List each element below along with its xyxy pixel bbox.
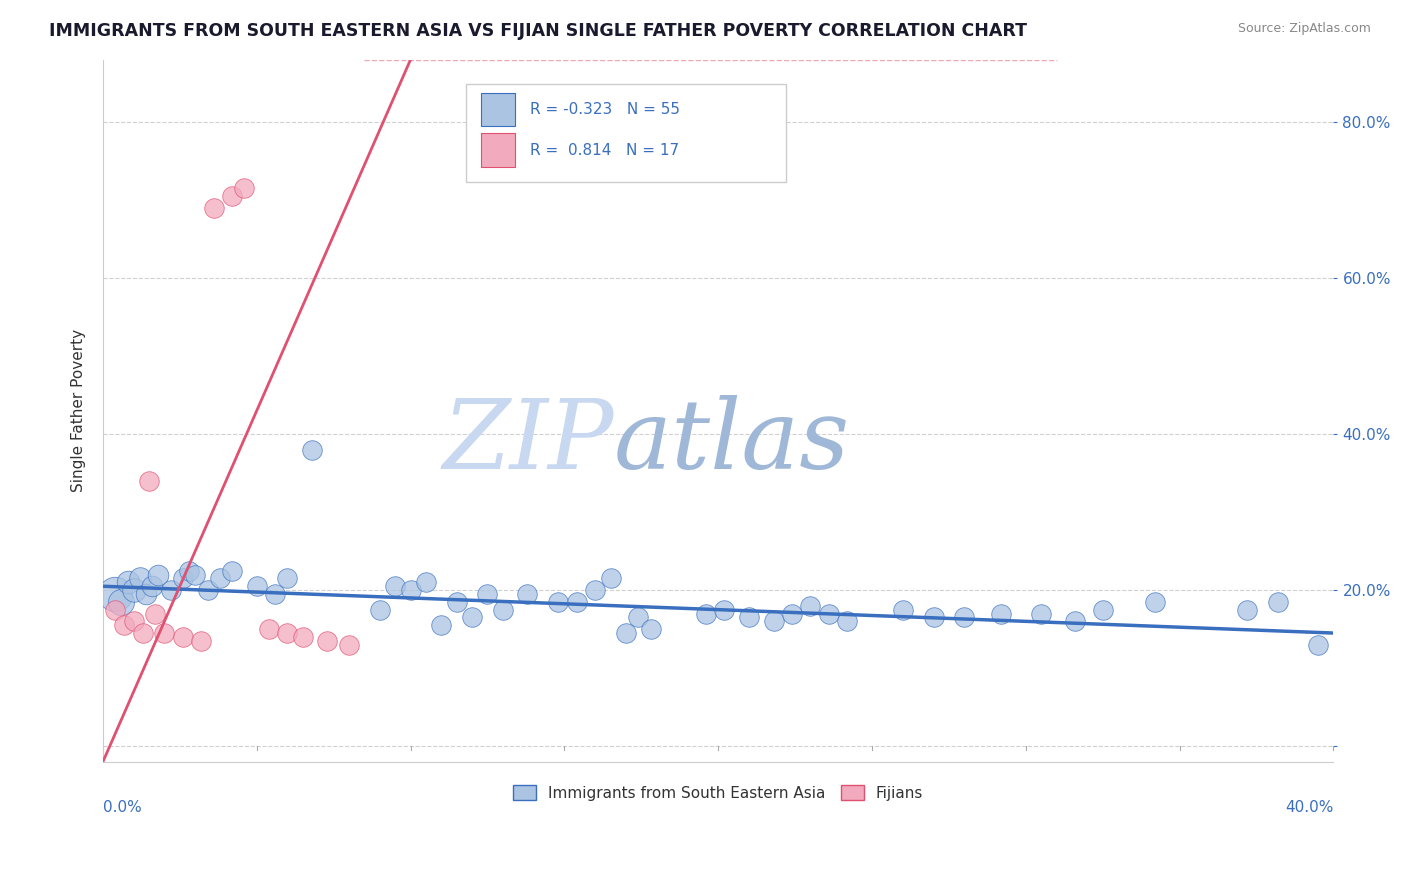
Point [1267,595,1289,609]
Point [780,607,803,621]
Point [128,571,150,585]
Point [1236,602,1258,616]
Point [599,571,621,585]
Point [148,567,170,582]
Point [399,583,422,598]
Point [1031,607,1053,621]
Point [172,571,194,585]
Point [159,583,181,598]
Point [990,607,1012,621]
Point [1306,638,1329,652]
Point [135,587,157,601]
Text: atlas: atlas [613,395,849,490]
Text: Source: ZipAtlas.com: Source: ZipAtlas.com [1237,22,1371,36]
Point [547,595,569,609]
Point [184,567,207,582]
FancyBboxPatch shape [465,84,786,183]
Point [208,571,231,585]
Point [953,610,976,624]
Point [257,622,280,636]
Point [276,626,298,640]
Point [276,571,298,585]
Point [143,607,166,621]
Bar [481,133,515,167]
Point [316,633,339,648]
Point [837,615,859,629]
Point [477,587,499,601]
Point [117,575,139,590]
Text: 40.0%: 40.0% [1285,800,1333,815]
Point [368,602,391,616]
Point [141,579,163,593]
Point [1064,615,1087,629]
Point [640,622,662,636]
Text: IMMIGRANTS FROM SOUTH EASTERN ASIA VS FIJIAN SINGLE FATHER POVERTY CORRELATION C: IMMIGRANTS FROM SOUTH EASTERN ASIA VS FI… [49,22,1028,40]
Point [202,201,225,215]
Point [565,595,588,609]
Point [762,615,785,629]
Point [153,626,176,640]
Point [337,638,360,652]
Point [221,189,243,203]
Point [264,587,287,601]
Point [291,630,314,644]
Point [104,602,127,616]
Y-axis label: Single Father Poverty: Single Father Poverty [72,329,86,492]
Point [891,602,914,616]
Point [246,579,269,593]
Legend: Immigrants from South Eastern Asia, Fijians: Immigrants from South Eastern Asia, Fiji… [508,779,929,806]
Point [516,587,538,601]
Text: 0.0%: 0.0% [103,800,142,815]
Point [583,583,606,598]
Text: R = -0.323   N = 55: R = -0.323 N = 55 [530,102,681,117]
Point [301,442,323,457]
Point [233,181,256,195]
Point [197,583,219,598]
Point [177,564,200,578]
Text: ZIP: ZIP [443,395,613,490]
Point [799,599,821,613]
Bar [481,93,515,127]
Point [138,474,160,488]
Point [922,610,945,624]
Point [114,618,136,632]
Point [172,630,194,644]
Point [430,618,453,632]
Point [110,595,132,609]
Point [738,610,761,624]
Point [1091,602,1114,616]
Point [122,583,145,598]
Point [122,615,145,629]
Point [1144,595,1167,609]
Point [132,626,155,640]
Point [461,610,484,624]
Point [614,626,637,640]
Text: R =  0.814   N = 17: R = 0.814 N = 17 [530,143,679,158]
Point [695,607,717,621]
Point [190,633,212,648]
Point [384,579,406,593]
Point [818,607,841,621]
Point [446,595,468,609]
Point [492,602,515,616]
Point [104,587,127,601]
Point [713,602,735,616]
Point [415,575,437,590]
Point [221,564,243,578]
Point [627,610,650,624]
